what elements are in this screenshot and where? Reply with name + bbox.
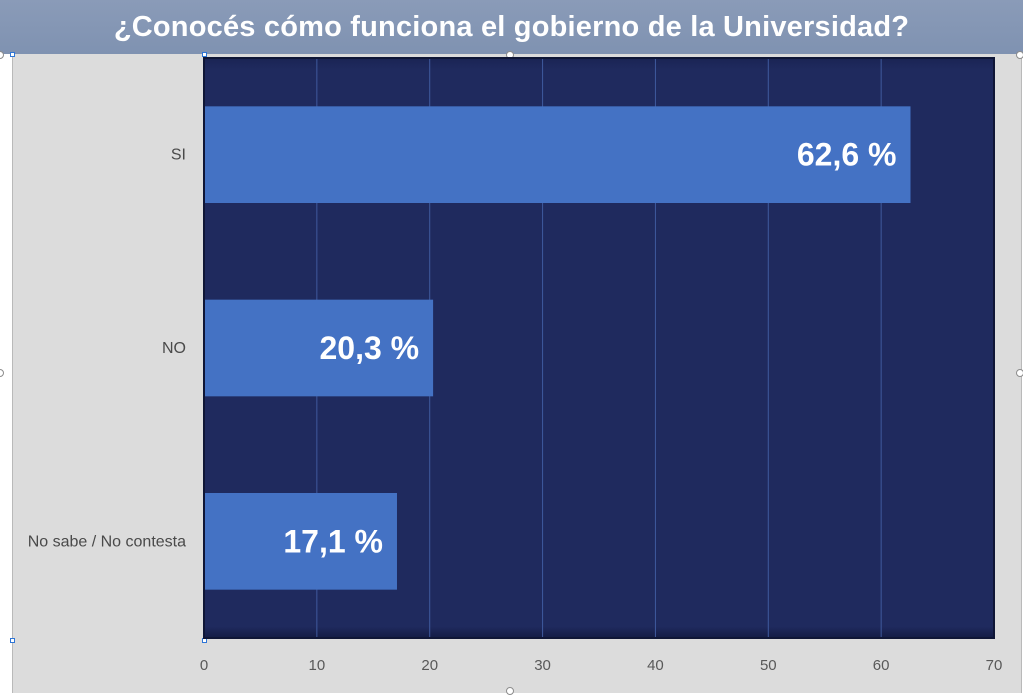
category-labels: SI NO No sabe / No contesta	[28, 147, 186, 551]
resize-handle-right[interactable]	[1016, 369, 1023, 377]
bar-0[interactable]	[204, 106, 911, 203]
x-tick-label: 50	[760, 657, 777, 674]
plot-area-handle-bl[interactable]	[10, 638, 15, 643]
bars: 62,6 % 20,3 % 17,1 %	[204, 106, 911, 590]
plot-area-frame	[203, 57, 995, 639]
x-tick-label: 30	[534, 657, 551, 674]
category-label-1: NO	[162, 340, 186, 357]
resize-handle-top-right[interactable]	[1016, 51, 1023, 59]
x-tick-label: 40	[647, 657, 664, 674]
x-tick-label: 60	[873, 657, 890, 674]
x-tick-label: 70	[986, 657, 1003, 674]
plot-area-handle-tl[interactable]	[10, 52, 15, 57]
bar-1[interactable]	[204, 299, 434, 397]
category-label-0: SI	[171, 147, 186, 164]
bar-2[interactable]	[204, 493, 397, 590]
x-tick-label: 20	[421, 657, 438, 674]
x-tick-label: 10	[309, 657, 326, 674]
category-label-2: No sabe / No contesta	[28, 533, 186, 550]
data-label-2: 17,1 %	[283, 523, 383, 559]
data-label-1: 20,3 %	[319, 330, 419, 366]
x-tick-label: 0	[200, 657, 208, 674]
x-axis-tick-labels: 0 10 20 30 40 50 60 70	[200, 657, 1003, 674]
data-label-0: 62,6 %	[797, 137, 897, 173]
chart-title: ¿Conocés cómo funciona el gobierno de la…	[0, 0, 1023, 54]
plot-area-handle-inner-tl[interactable]	[202, 52, 207, 57]
